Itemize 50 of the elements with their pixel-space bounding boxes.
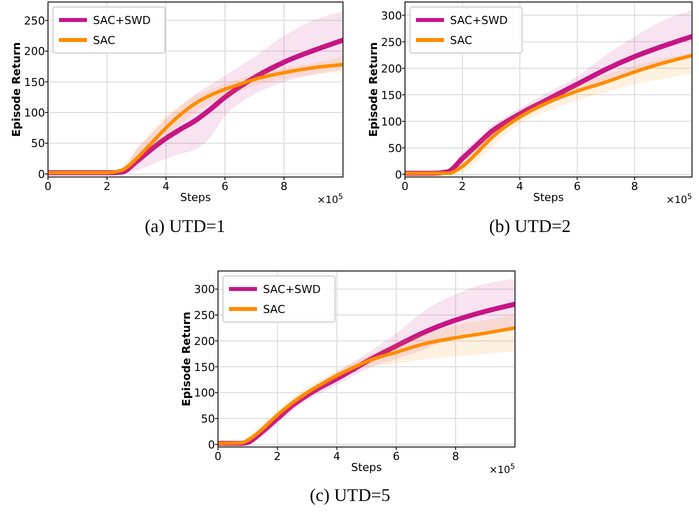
y-tick-label: 100 bbox=[381, 115, 402, 128]
y-tick-label: 250 bbox=[381, 36, 402, 49]
y-tick-label: 150 bbox=[194, 360, 215, 374]
text: (a) UTD=1 bbox=[144, 216, 226, 236]
y-tick-label: 50 bbox=[388, 142, 402, 155]
y-tick-label: 250 bbox=[24, 14, 45, 28]
legend-label: SAC bbox=[263, 303, 286, 316]
y-tick-label: 100 bbox=[24, 106, 45, 120]
y-tick-label: 0 bbox=[38, 168, 45, 181]
legend-label: SAC bbox=[93, 34, 116, 47]
y-tick-label: 0 bbox=[208, 438, 215, 452]
legend-label: SAC+SWD bbox=[93, 14, 151, 27]
x-tick-label: 6 bbox=[574, 180, 581, 193]
x-axis-title: Steps bbox=[533, 191, 564, 204]
x-tick-label: 8 bbox=[631, 180, 638, 193]
legend-label: SAC bbox=[450, 34, 473, 47]
y-tick-label: 100 bbox=[194, 386, 215, 400]
x-tick-label: 2 bbox=[274, 450, 281, 463]
x-axis-title: Steps bbox=[351, 461, 382, 474]
x-tick-label: 8 bbox=[280, 180, 288, 193]
y-axis-title: Episode Return bbox=[367, 42, 380, 137]
x-tick-label: 4 bbox=[516, 180, 524, 193]
y-axis-title: Episode Return bbox=[10, 42, 23, 137]
x-tick-label: 6 bbox=[222, 180, 228, 193]
text: ×10$^{5}$ bbox=[489, 462, 516, 476]
text: ×10$^{5}$ bbox=[317, 192, 344, 206]
y-tick-label: 50 bbox=[201, 412, 215, 426]
text: (b) UTD=2 bbox=[489, 216, 571, 236]
y-tick-label: 200 bbox=[381, 62, 402, 76]
x-tick-label: 2 bbox=[458, 180, 466, 193]
y-tick-label: 50 bbox=[31, 137, 45, 150]
text: (c) UTD=5 bbox=[310, 485, 390, 505]
text: ×10$^{5}$ bbox=[666, 192, 692, 206]
y-tick-label: 250 bbox=[194, 309, 215, 322]
x-tick-label: 4 bbox=[162, 180, 170, 193]
legend-label: SAC+SWD bbox=[263, 283, 321, 296]
y-tick-label: 200 bbox=[194, 334, 215, 348]
y-tick-label: 300 bbox=[381, 9, 402, 22]
x-tick-label: 6 bbox=[392, 450, 400, 463]
x-tick-label: 4 bbox=[333, 450, 340, 463]
y-tick-label: 0 bbox=[395, 168, 402, 182]
legend-label: SAC+SWD bbox=[450, 14, 508, 27]
y-tick-label: 200 bbox=[24, 45, 45, 58]
y-axis-title: Episode Return bbox=[180, 312, 193, 406]
x-tick-label: 8 bbox=[452, 450, 460, 463]
x-tick-label: 2 bbox=[104, 180, 110, 193]
x-axis-title: Steps bbox=[180, 191, 212, 204]
y-tick-label: 150 bbox=[381, 88, 402, 102]
y-tick-label: 150 bbox=[24, 76, 45, 89]
y-tick-label: 300 bbox=[194, 283, 215, 296]
